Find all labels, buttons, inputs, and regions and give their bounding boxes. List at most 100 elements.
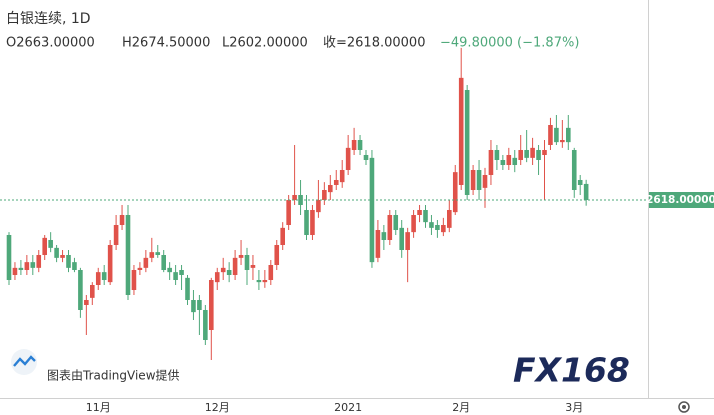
candle-body [24, 262, 30, 270]
candle-body [423, 210, 428, 223]
candle-body [494, 150, 500, 160]
candle-body [447, 210, 452, 228]
candle-body [554, 127, 559, 143]
symbol-title: 白银连续, 1D [6, 10, 91, 27]
candle-body [411, 215, 416, 233]
ohlc-value: −49.80000 (−1.87%) [440, 36, 579, 51]
candle-body [488, 150, 494, 175]
candle-body [470, 170, 476, 190]
candle-body [381, 232, 387, 240]
ohlc-value: 收=2618.00000 [323, 36, 425, 51]
candle-body [149, 252, 155, 258]
ohlc-value: L2602.00000 [222, 36, 308, 51]
candle-body [351, 140, 357, 150]
attribution: 图表由TradingView提供 [47, 368, 180, 383]
candle-body [90, 285, 95, 298]
candle-body [464, 90, 470, 195]
candle-body [530, 147, 535, 158]
candle-body [500, 160, 506, 165]
candle-body [328, 185, 333, 193]
candle-body [339, 170, 345, 183]
plot-area [6, 47, 589, 360]
candle-body [322, 190, 327, 200]
candle-body [137, 267, 143, 270]
candle-body [387, 215, 393, 240]
candle-body [399, 227, 404, 250]
candle-body [417, 210, 422, 215]
candle-body [48, 240, 53, 248]
candle-body [226, 270, 232, 275]
last-price-box [649, 192, 714, 208]
candle-body [18, 267, 24, 270]
candle-body [536, 150, 541, 160]
candle-body [333, 180, 339, 185]
candle-body [286, 200, 291, 225]
candle-body [214, 272, 220, 283]
x-tick-label: 3月 [565, 401, 583, 414]
candle-body [357, 140, 363, 150]
x-tick-label: 11月 [86, 401, 111, 414]
candle-body [256, 280, 262, 283]
candle-body [304, 210, 309, 235]
x-tick-label: 2月 [452, 401, 470, 414]
candle-body [173, 272, 178, 280]
candle-body [119, 215, 125, 225]
candle-body [6, 235, 12, 280]
candle-body [66, 255, 71, 268]
candle-body [566, 127, 571, 143]
candle-body [262, 280, 268, 283]
settings-icon[interactable] [678, 401, 690, 413]
candle-body [369, 157, 375, 263]
candle-body [524, 150, 529, 158]
candle-body [268, 265, 274, 280]
candle-body [518, 150, 523, 160]
x-tick-label: 12月 [205, 401, 230, 414]
candle-body [167, 267, 172, 273]
tradingview-logo [11, 349, 37, 375]
candle-body [429, 222, 434, 228]
candle-body [72, 262, 77, 270]
candle-body [113, 225, 119, 245]
candle-body [310, 210, 315, 235]
candle-body [84, 300, 89, 305]
candle-body [482, 175, 488, 188]
candle-body [185, 277, 190, 300]
candle-body [60, 255, 65, 258]
candle-body [54, 247, 59, 258]
candle-body [30, 262, 36, 268]
candle-body [232, 257, 238, 275]
candle-body [36, 255, 42, 268]
ohlc-value: O2663.00000 [6, 36, 95, 51]
ohlc-value: H2674.50000 [122, 36, 210, 51]
candle-body [220, 267, 226, 273]
candle-body [476, 170, 482, 190]
last-price-label: 2618.00000 [646, 194, 714, 206]
candle-body [179, 270, 184, 275]
candle-body [155, 252, 161, 255]
x-tick-label: 2021 [334, 401, 362, 414]
candle-body [131, 270, 137, 290]
watermark: FX168 [513, 351, 630, 390]
candle-body [405, 232, 410, 250]
candle-body [542, 150, 547, 155]
candle-body [250, 265, 256, 268]
candle-body [375, 230, 381, 258]
candle-body [12, 267, 18, 275]
candle-body [191, 300, 196, 313]
candle-body [571, 150, 577, 190]
candle-body [197, 300, 202, 310]
candle-body [560, 140, 565, 143]
candle-body [238, 255, 244, 258]
candle-body [161, 255, 166, 270]
candle-body [101, 272, 107, 280]
candle-body [583, 183, 589, 200]
candle-body [203, 310, 208, 340]
candle-body [280, 227, 285, 245]
candle-body [42, 237, 47, 255]
candle-body [143, 257, 149, 268]
candle-body [548, 125, 553, 145]
candle-body [107, 245, 113, 283]
candle-body [452, 172, 458, 213]
